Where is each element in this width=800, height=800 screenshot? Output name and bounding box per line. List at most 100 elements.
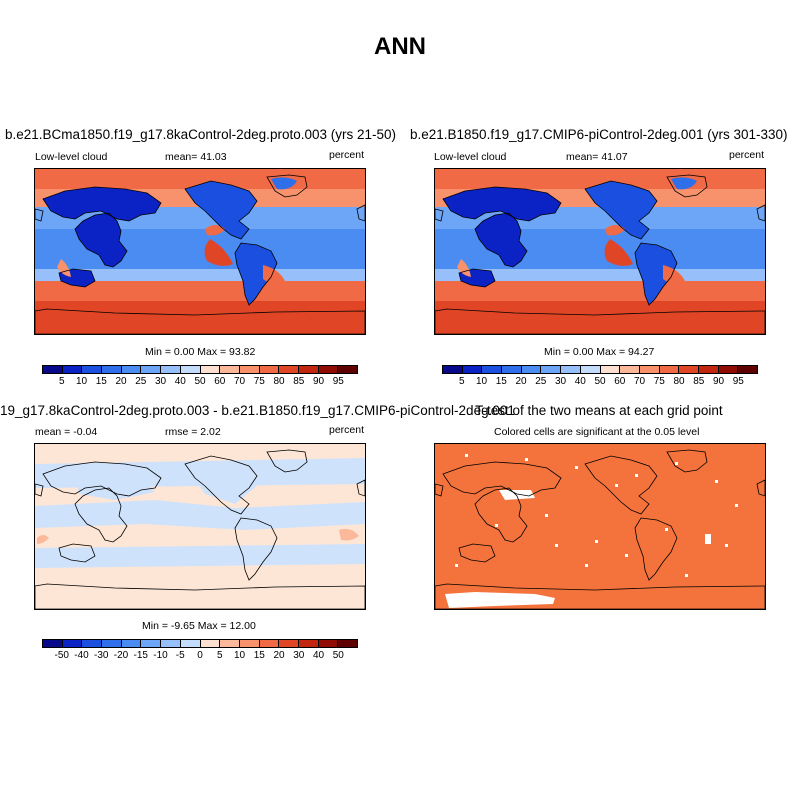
coastline bbox=[35, 583, 365, 609]
panel4-title: T-test of the two means at each grid poi… bbox=[475, 403, 723, 418]
field-band bbox=[35, 301, 365, 334]
stratocumulus-deck bbox=[604, 239, 633, 266]
colorbar-tick-label: 15 bbox=[95, 376, 107, 387]
continent-low-cloud bbox=[585, 181, 657, 239]
field-band bbox=[435, 281, 765, 301]
colorbar-tick-label: 70 bbox=[233, 376, 246, 387]
colorbar-tick-label: 30 bbox=[293, 650, 305, 661]
colorbar-swatch bbox=[62, 366, 83, 373]
colorbar-tick-label: 70 bbox=[633, 376, 646, 387]
colorbar-tick-label: 25 bbox=[535, 376, 547, 387]
coastline bbox=[458, 543, 496, 563]
panel4-ttest-field bbox=[435, 444, 765, 609]
non-significant-area bbox=[499, 490, 535, 500]
colorbar-tick-label: 50 bbox=[194, 376, 206, 387]
panel3-units-label: percent bbox=[329, 424, 365, 436]
colorbar-swatch bbox=[462, 366, 483, 373]
colorbar-swatch bbox=[180, 366, 201, 373]
coastline bbox=[584, 455, 658, 515]
colorbar-swatch bbox=[279, 640, 299, 647]
colorbar-swatch bbox=[259, 640, 280, 647]
stratocumulus-deck bbox=[204, 239, 233, 266]
panel1-map bbox=[34, 168, 366, 335]
coastline bbox=[74, 487, 128, 543]
colorbar-tick-label: 40 bbox=[574, 376, 586, 387]
coastline bbox=[584, 180, 658, 240]
non-significant-cell bbox=[715, 480, 718, 483]
negative-difference-area bbox=[35, 500, 365, 530]
coastline bbox=[634, 517, 678, 581]
colorbar-swatch bbox=[220, 366, 240, 373]
coastline bbox=[35, 204, 365, 222]
greenland-region bbox=[671, 177, 697, 190]
panel2-units-label: percent bbox=[729, 149, 765, 161]
colorbar-swatch bbox=[161, 640, 181, 647]
colorbar-tick-label: 50 bbox=[594, 376, 606, 387]
colorbar-tick-label: -10 bbox=[153, 650, 168, 661]
field-band bbox=[435, 301, 765, 334]
colorbar-swatch bbox=[121, 366, 142, 373]
panel3-colorbar bbox=[42, 639, 358, 648]
colorbar-swatch bbox=[121, 640, 142, 647]
colorbar-tick-label: 80 bbox=[273, 376, 285, 387]
coastline bbox=[234, 242, 278, 306]
coastline bbox=[634, 242, 678, 306]
colorbar-swatch bbox=[141, 366, 162, 373]
colorbar-tick-label: 75 bbox=[253, 376, 265, 387]
panel3-title: 19_g17.8kaControl-2deg.proto.003 - b.e21… bbox=[0, 403, 515, 418]
colorbar-tick-label: 30 bbox=[154, 376, 167, 387]
coastline bbox=[42, 186, 162, 222]
colorbar-swatch bbox=[102, 366, 122, 373]
colorbar-swatch bbox=[580, 366, 601, 373]
panel2-colorbar bbox=[442, 365, 758, 374]
panel1-colorbar bbox=[42, 365, 358, 374]
colorbar-tick-label: 40 bbox=[174, 376, 186, 387]
panel4-map bbox=[434, 443, 766, 610]
colorbar-swatch bbox=[239, 640, 260, 647]
colorbar-swatch bbox=[279, 366, 299, 373]
panel2-mean-label: mean= 41.07 bbox=[566, 151, 628, 163]
non-significant-cell bbox=[555, 544, 558, 547]
colorbar-swatch bbox=[200, 366, 221, 373]
figure-title: ANN bbox=[374, 33, 426, 60]
panel2-title: b.e21.B1850.f19_g17.CMIP6-piControl-2deg… bbox=[410, 127, 788, 142]
colorbar-swatch bbox=[200, 640, 221, 647]
stratocumulus-deck bbox=[57, 259, 71, 277]
non-significant-cell bbox=[665, 528, 668, 531]
colorbar-tick-label: 95 bbox=[732, 376, 744, 387]
colorbar-swatch bbox=[482, 366, 503, 373]
colorbar-tick-label: -30 bbox=[94, 650, 109, 661]
panel3-map bbox=[34, 443, 366, 610]
continent-low-cloud bbox=[235, 243, 277, 305]
coastline bbox=[435, 204, 765, 222]
panel2-variable-label: Low-level cloud bbox=[434, 151, 507, 163]
colorbar-tick-label: 20 bbox=[515, 376, 527, 387]
coastline bbox=[666, 174, 708, 198]
panel3-difference-field bbox=[35, 444, 365, 609]
coastline bbox=[442, 186, 562, 222]
non-significant-area bbox=[445, 592, 555, 608]
negative-difference-area bbox=[185, 462, 259, 504]
non-significant-cell bbox=[635, 474, 638, 477]
colorbar-swatch bbox=[318, 366, 339, 373]
colorbar-tick-label: 85 bbox=[293, 376, 305, 387]
non-significant-cell bbox=[595, 540, 598, 543]
continent-low-cloud bbox=[185, 181, 257, 239]
continent-low-cloud bbox=[75, 213, 127, 267]
panel3-mean-label: mean = -0.04 bbox=[35, 426, 98, 438]
non-significant-cell bbox=[575, 466, 578, 469]
non-significant-area bbox=[705, 534, 711, 544]
panel1-units-label: percent bbox=[329, 149, 365, 161]
colorbar-tick-label: 80 bbox=[673, 376, 685, 387]
colorbar-swatch bbox=[298, 366, 319, 373]
non-significant-cell bbox=[465, 454, 468, 457]
colorbar-swatch bbox=[318, 640, 339, 647]
colorbar-tick-label: 10 bbox=[233, 650, 246, 661]
colorbar-tick-label: 75 bbox=[653, 376, 665, 387]
continent-low-cloud bbox=[475, 213, 527, 267]
non-significant-cell bbox=[585, 564, 588, 567]
colorbar-tick-label: 0 bbox=[197, 650, 203, 661]
colorbar-swatch bbox=[102, 640, 122, 647]
non-significant-cell bbox=[615, 484, 618, 487]
continent-low-cloud bbox=[43, 187, 161, 221]
